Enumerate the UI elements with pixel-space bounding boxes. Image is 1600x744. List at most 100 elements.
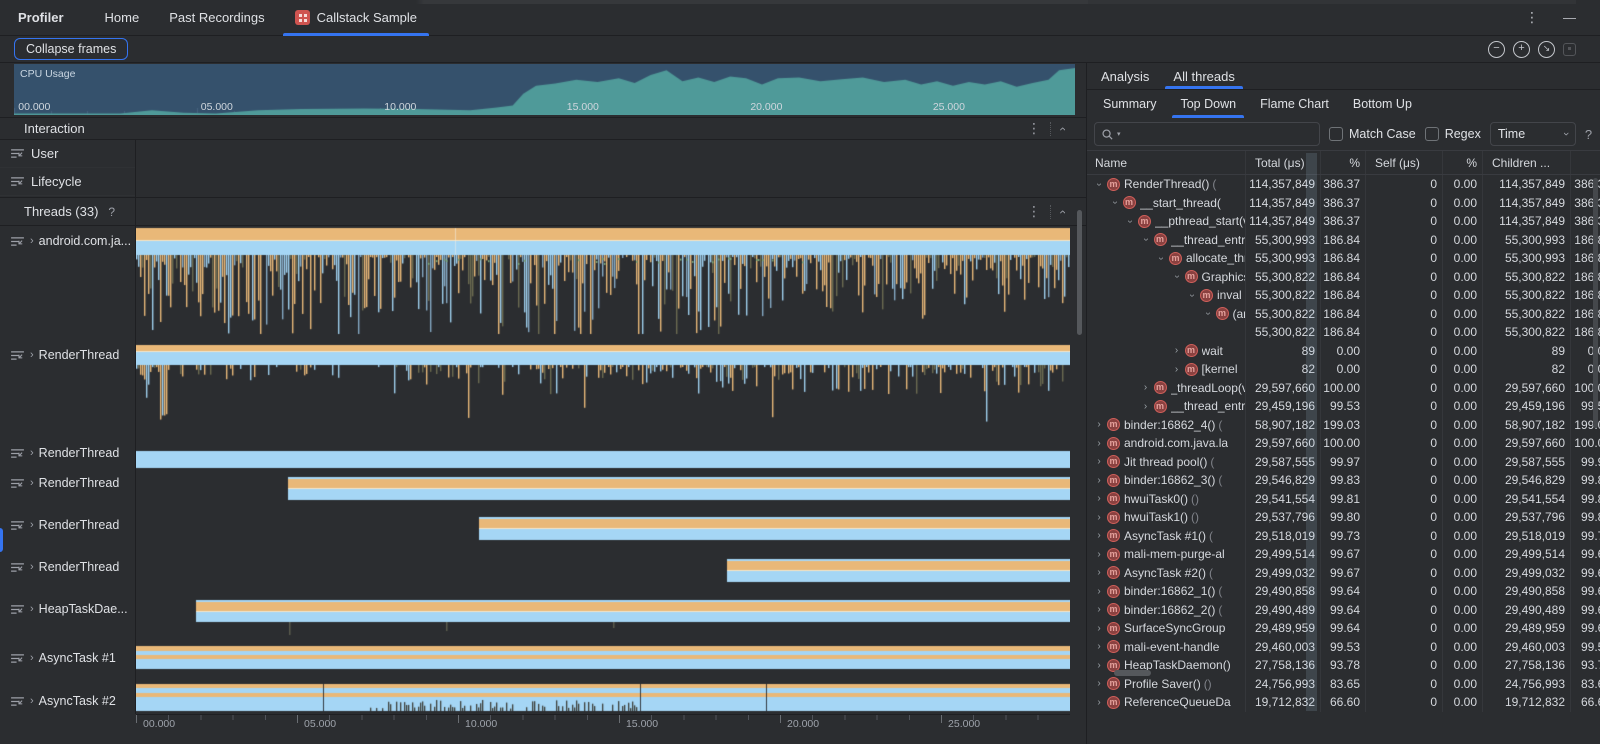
- expand-node-icon[interactable]: ›: [1093, 475, 1105, 486]
- expand-thread-icon[interactable]: ›: [30, 349, 34, 361]
- thread-label-renderthread[interactable]: ›RenderThread: [10, 560, 119, 574]
- expand-thread-icon[interactable]: ›: [30, 235, 34, 247]
- table-row[interactable]: ›mhwuiTask0()()29,541,55499.8100.0029,54…: [1087, 490, 1600, 509]
- search-help-icon[interactable]: ?: [1585, 127, 1592, 142]
- zoom-out-icon[interactable]: −: [1488, 41, 1505, 58]
- interaction-section-header[interactable]: Interaction ⋮ ›: [0, 117, 1086, 140]
- collapse-node-icon[interactable]: ›: [1094, 178, 1105, 190]
- column-children[interactable]: Children ...: [1483, 151, 1571, 174]
- filter-dropdown[interactable]: Time ›: [1490, 122, 1576, 146]
- match-case-option[interactable]: Match Case: [1329, 127, 1416, 141]
- expand-thread-icon[interactable]: ›: [30, 695, 34, 707]
- tab-home[interactable]: Home: [90, 0, 155, 36]
- expand-node-icon[interactable]: ›: [1093, 678, 1105, 689]
- thread-track-canvas[interactable]: [136, 509, 1070, 550]
- collapse-frames-button[interactable]: Collapse frames: [14, 38, 128, 60]
- threads-section-header[interactable]: Threads (33) ? ⋮ ›: [0, 197, 1086, 226]
- threads-help-icon[interactable]: ?: [108, 205, 115, 219]
- table-row[interactable]: ›mallocate_thre55,300,993186.8400.0055,3…: [1087, 249, 1600, 268]
- threads-more-icon[interactable]: ⋮: [1027, 203, 1041, 220]
- thread-track-canvas[interactable]: [136, 677, 1070, 714]
- regex-option[interactable]: Regex: [1425, 127, 1481, 141]
- interaction-row-user[interactable]: User: [0, 140, 135, 168]
- table-row[interactable]: ›mbinder:16862_4()(58,907,182199.0300.00…: [1087, 416, 1600, 435]
- table-row[interactable]: ›m(an55,300,822186.8400.0055,300,822186.…: [1087, 305, 1600, 324]
- expand-node-icon[interactable]: ›: [1093, 586, 1105, 597]
- thread-label-android-com-ja-[interactable]: ›android.com.ja...: [10, 234, 131, 248]
- table-row[interactable]: ›mmali-event-handle29,460,00399.5300.002…: [1087, 638, 1600, 657]
- tab-flame-chart[interactable]: Flame Chart: [1248, 90, 1341, 118]
- search-box[interactable]: ▾: [1094, 122, 1320, 146]
- expand-node-icon[interactable]: ›: [1093, 697, 1105, 708]
- table-row[interactable]: ›minval55,300,822186.8400.0055,300,82218…: [1087, 286, 1600, 305]
- expand-node-icon[interactable]: ›: [1093, 604, 1105, 615]
- table-row[interactable]: ›m__thread_entry(vo55,300,993186.8400.00…: [1087, 231, 1600, 250]
- thread-label-asynctask-#2[interactable]: ›AsyncTask #2: [10, 694, 116, 708]
- thread-label-asynctask-#1[interactable]: ›AsyncTask #1: [10, 651, 116, 665]
- tab-analysis[interactable]: Analysis: [1089, 63, 1161, 89]
- expand-node-icon[interactable]: ›: [1093, 493, 1105, 504]
- table-row[interactable]: ›m__start_thread(114,357,849386.3700.001…: [1087, 194, 1600, 213]
- expand-node-icon[interactable]: ›: [1093, 456, 1105, 467]
- expand-node-icon[interactable]: ›: [1171, 345, 1183, 356]
- thread-track-canvas[interactable]: [136, 550, 1070, 592]
- interaction-row-lifecycle[interactable]: Lifecycle: [0, 168, 135, 196]
- table-row[interactable]: ›mHeapTaskDaemon()27,758,13693.7800.0027…: [1087, 656, 1600, 675]
- thread-label-renderthread[interactable]: ›RenderThread: [10, 518, 119, 532]
- column-name[interactable]: Name: [1087, 151, 1246, 174]
- thread-label-renderthread[interactable]: ›RenderThread: [10, 446, 119, 460]
- tracks-scrollbar[interactable]: [1077, 210, 1082, 335]
- expand-thread-icon[interactable]: ›: [30, 519, 34, 531]
- expand-node-icon[interactable]: ›: [1093, 549, 1105, 560]
- expand-node-icon[interactable]: ›: [1093, 512, 1105, 523]
- expand-thread-icon[interactable]: ›: [30, 561, 34, 573]
- collapse-node-icon[interactable]: ›: [1187, 289, 1198, 301]
- column-total[interactable]: Total (μs): [1246, 151, 1321, 174]
- tab-callstack-sample[interactable]: Callstack Sample: [280, 0, 432, 36]
- table-row[interactable]: ›mbinder:16862_1()(29,490,85899.6400.002…: [1087, 582, 1600, 601]
- match-case-checkbox[interactable]: [1329, 127, 1343, 141]
- minimize-icon[interactable]: —: [1563, 10, 1576, 25]
- interaction-collapse-icon[interactable]: ›: [1055, 127, 1069, 131]
- regex-checkbox[interactable]: [1425, 127, 1439, 141]
- interaction-more-icon[interactable]: ⋮: [1027, 120, 1041, 137]
- threads-collapse-icon[interactable]: ›: [1055, 210, 1069, 214]
- expand-thread-icon[interactable]: ›: [30, 652, 34, 664]
- thread-label-heaptaskdae-[interactable]: ›HeapTaskDae...: [10, 602, 128, 616]
- table-row[interactable]: ›mRenderThread()(114,357,849386.3700.001…: [1087, 175, 1600, 194]
- expand-node-icon[interactable]: ›: [1140, 382, 1152, 393]
- tab-bottom-up[interactable]: Bottom Up: [1341, 90, 1424, 118]
- expand-node-icon[interactable]: ›: [1093, 567, 1105, 578]
- expand-node-icon[interactable]: ›: [1093, 641, 1105, 652]
- expand-thread-icon[interactable]: ›: [30, 447, 34, 459]
- table-row[interactable]: ›mhwuiTask1()()29,537,79699.8000.0029,53…: [1087, 508, 1600, 527]
- thread-track-canvas[interactable]: [136, 592, 1070, 638]
- thread-track-canvas[interactable]: [136, 443, 1070, 473]
- table-horizontal-scrollbar[interactable]: [1114, 670, 1151, 676]
- column-self-pct[interactable]: %: [1443, 151, 1483, 174]
- table-row[interactable]: ›mAsyncTask #2()(29,499,03299.6700.0029,…: [1087, 564, 1600, 583]
- table-row[interactable]: ›mbinder:16862_2()(29,490,48999.6400.002…: [1087, 601, 1600, 620]
- expand-node-icon[interactable]: ›: [1093, 623, 1105, 634]
- table-row[interactable]: ›mGraphics55,300,822186.8400.0055,300,82…: [1087, 268, 1600, 287]
- cpu-usage-chart[interactable]: CPU Usage 00.00005.00010.00015.00020.000…: [14, 64, 1075, 115]
- table-row[interactable]: 55,300,822186.8400.0055,300,822186.84: [1087, 323, 1600, 342]
- zoom-in-icon[interactable]: +: [1513, 41, 1530, 58]
- thread-track-canvas[interactable]: [136, 226, 1070, 338]
- collapse-node-icon[interactable]: ›: [1109, 197, 1120, 209]
- expand-thread-icon[interactable]: ›: [30, 603, 34, 615]
- tab-past-recordings[interactable]: Past Recordings: [154, 0, 279, 36]
- table-row[interactable]: ›mSurfaceSyncGroup29,489,95999.6400.0029…: [1087, 619, 1600, 638]
- expand-node-icon[interactable]: ›: [1093, 438, 1105, 449]
- tab-summary[interactable]: Summary: [1091, 90, 1168, 118]
- expand-node-icon[interactable]: ›: [1093, 530, 1105, 541]
- collapse-node-icon[interactable]: ›: [1171, 271, 1182, 283]
- cpu-usage-canvas[interactable]: [14, 64, 1075, 115]
- column-self[interactable]: Self (μs): [1366, 151, 1443, 174]
- table-row[interactable]: ›m[kernel820.0000.00820.00: [1087, 360, 1600, 379]
- thread-track-canvas[interactable]: [136, 638, 1070, 677]
- expand-node-icon[interactable]: ›: [1140, 401, 1152, 412]
- thread-track-canvas[interactable]: [136, 338, 1070, 443]
- table-row[interactable]: ›mAsyncTask #1()(29,518,01999.7300.0029,…: [1087, 527, 1600, 546]
- column-total-pct[interactable]: %: [1321, 151, 1366, 174]
